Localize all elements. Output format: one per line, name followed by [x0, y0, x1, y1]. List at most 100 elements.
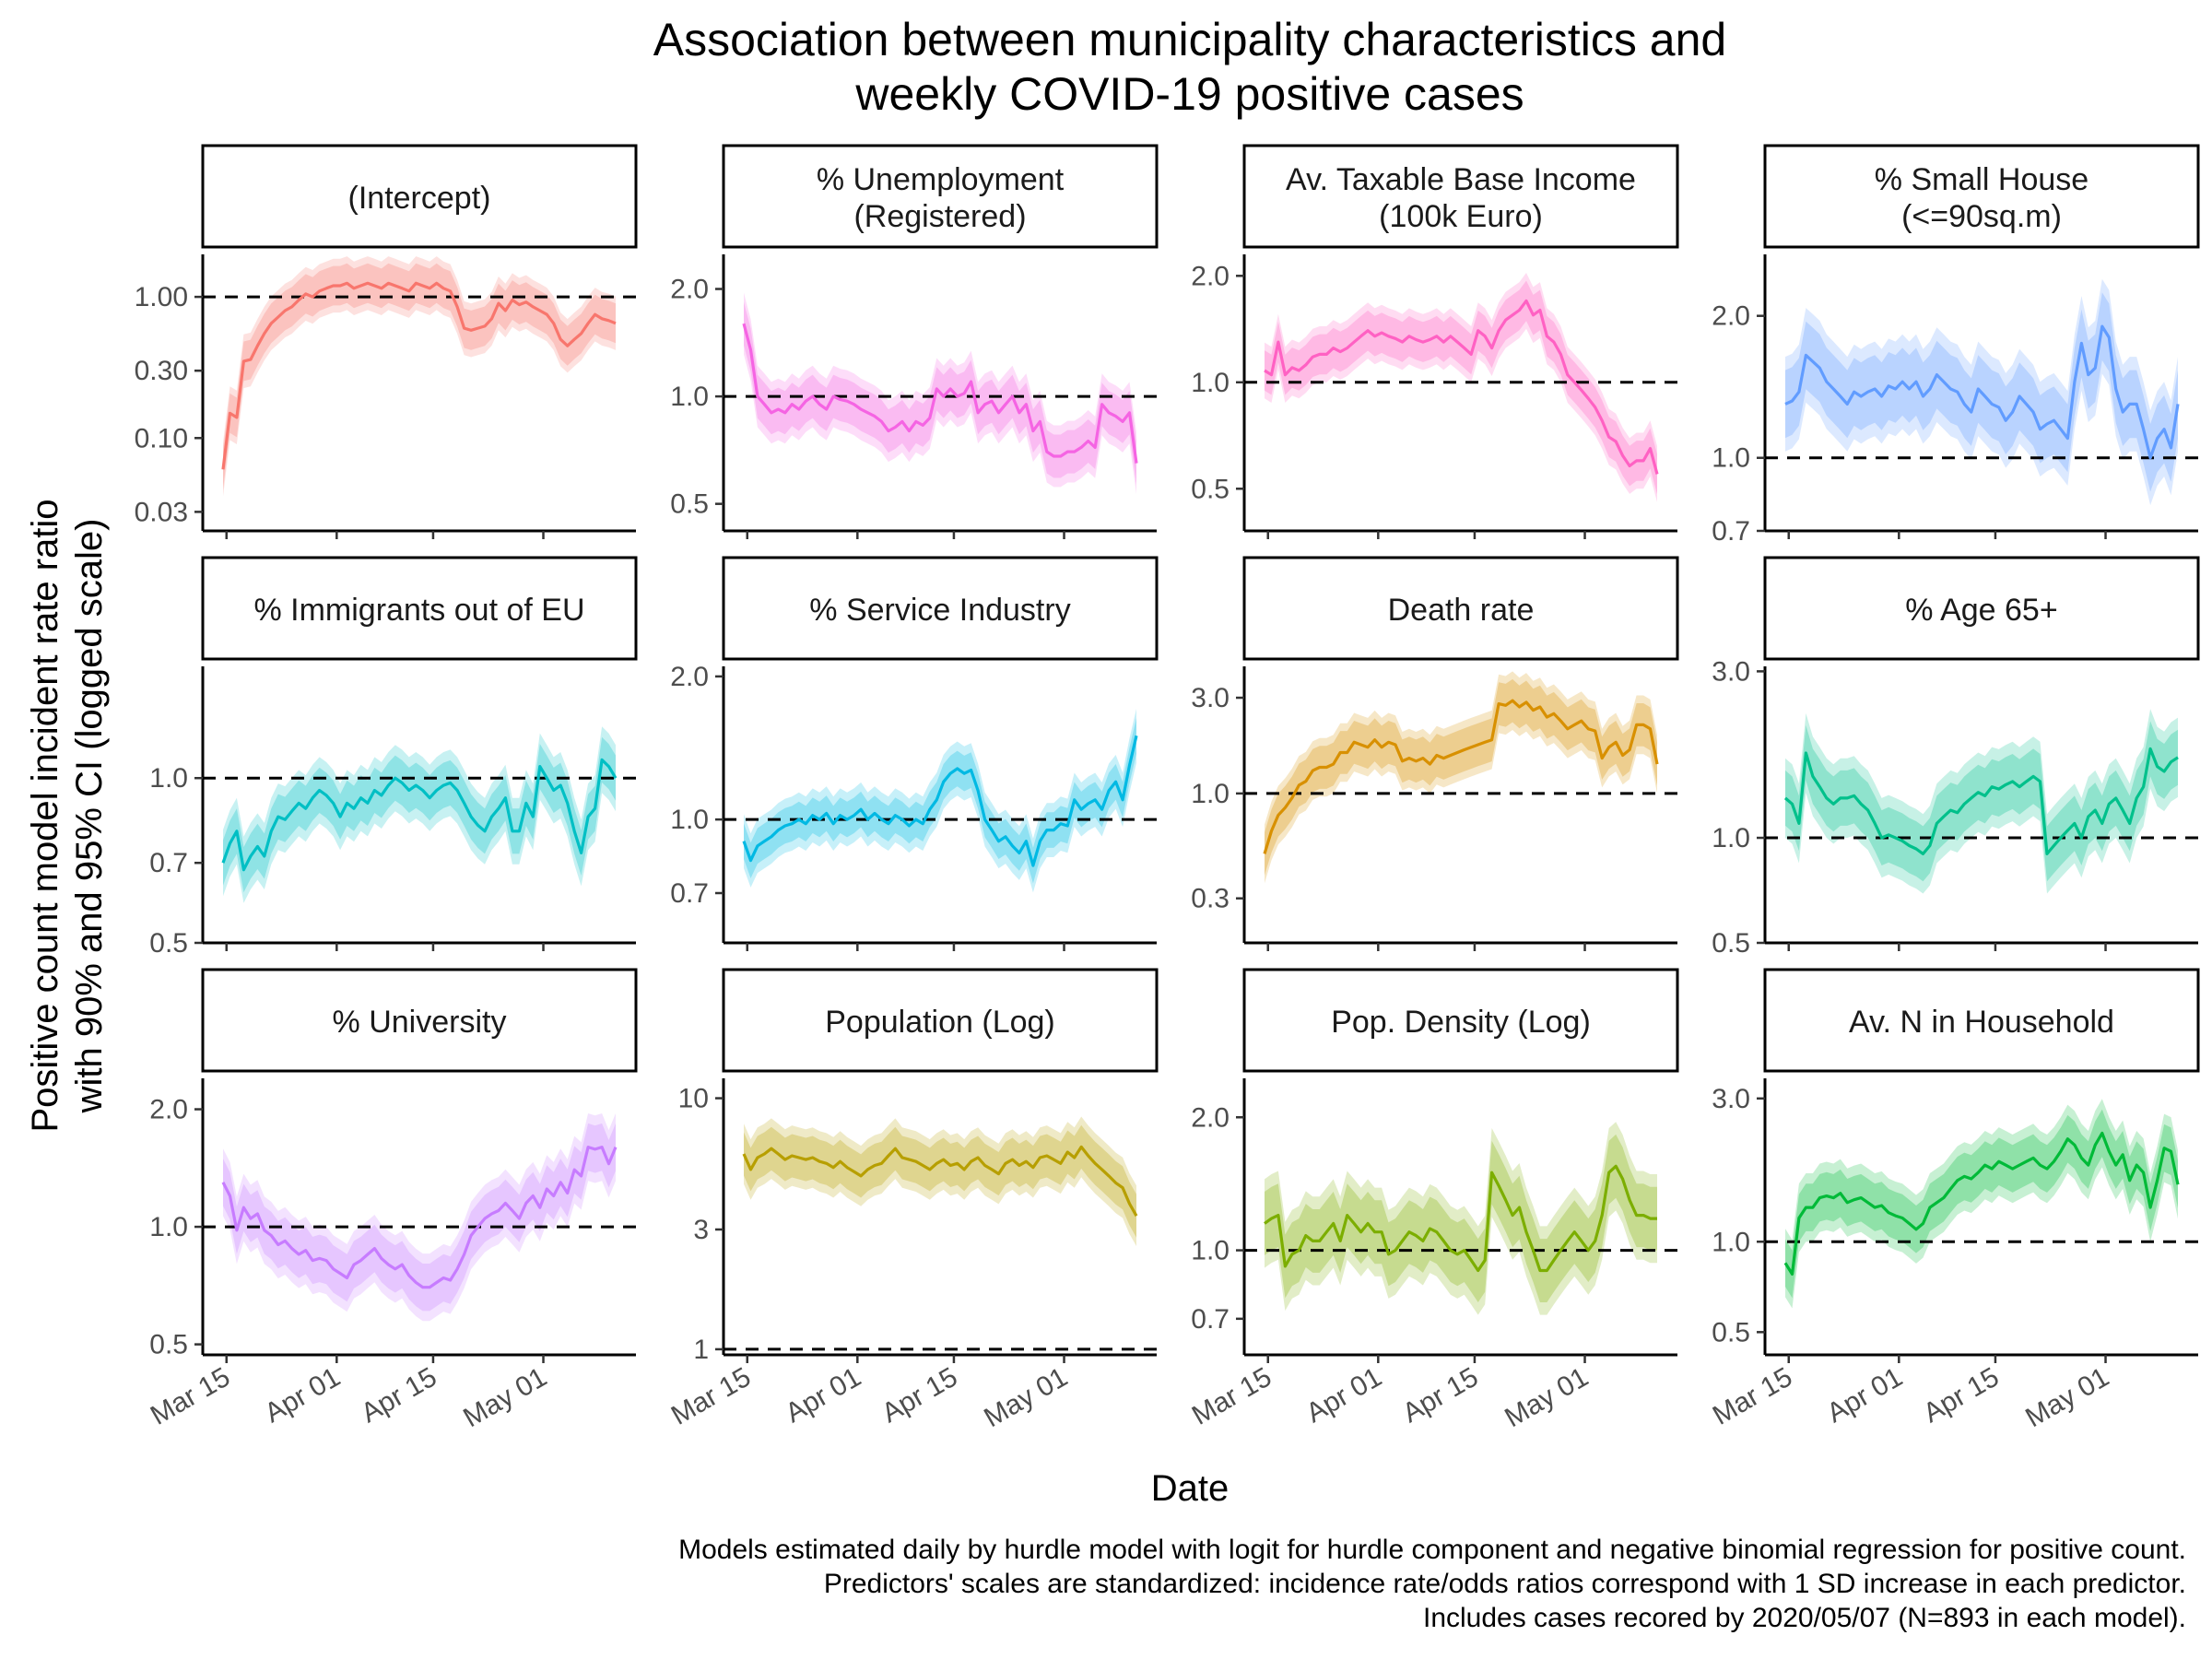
caption-line-3: Includes cases recored by 2020/05/07 (N=… [1423, 1603, 2186, 1633]
y-tick-label: 1.0 [1191, 779, 1230, 809]
y-tick-label: 0.7 [1191, 1304, 1230, 1335]
x-tick-label: May 01 [458, 1361, 552, 1433]
y-axis-title-line-1: Positive count model incident rate ratio [25, 499, 65, 1132]
x-tick-label: Apr 15 [356, 1361, 441, 1429]
y-tick-label: 0.10 [135, 423, 188, 453]
x-tick-label: Apr 01 [781, 1361, 866, 1429]
y-tick-label: 0.5 [149, 928, 188, 959]
strip-box [201, 968, 638, 1073]
strip-box [1763, 556, 2200, 661]
strip-box [201, 144, 638, 249]
y-tick-label: 2.0 [1191, 261, 1230, 291]
ci90-band [1265, 1134, 1657, 1302]
y-tick-label: 0.5 [1712, 928, 1750, 959]
panel-av-n-in-household: Av. N in Household 0.5 1.0 3.0 Mar 15 Apr 01 A… [1708, 968, 2200, 1433]
panel-title: (Intercept) [348, 181, 491, 216]
y-tick-label: 1.0 [1712, 823, 1750, 853]
y-tick-label: 1.0 [149, 1212, 188, 1242]
panel-title: % Unemployment (Registered) [817, 162, 1065, 234]
panel-university: % University 0.5 1.0 2.0 Mar 15 Apr 01 Apr 15 M… [146, 968, 638, 1433]
panel-title: % Service Industry [809, 593, 1070, 628]
figure-title-line-2: weekly COVID-19 positive cases [854, 68, 1524, 120]
x-tick-label: May 01 [2020, 1361, 2114, 1433]
strip-box [722, 968, 1159, 1073]
y-tick-label: 2.0 [1712, 301, 1750, 332]
panel-service-industry: % Service Industry 0.7 1.0 2.0 [670, 556, 1159, 951]
strip-box [1763, 968, 2200, 1073]
y-tick-label: 0.30 [135, 356, 188, 386]
y-tick-label: 1.0 [1712, 443, 1750, 474]
y-tick-label: 0.5 [1191, 474, 1230, 504]
ci90-band [1785, 721, 2178, 882]
ci95-band [1265, 273, 1657, 502]
panel-title: Av. N in Household [1849, 1005, 2114, 1040]
y-tick-label: 2.0 [149, 1095, 188, 1125]
strip-box [1763, 144, 2200, 249]
strip-box [722, 556, 1159, 661]
y-tick-label: 3.0 [1712, 1084, 1750, 1114]
y-tick-label: 3.0 [1191, 683, 1230, 713]
ci95-band [744, 1116, 1136, 1246]
strip-box [1242, 556, 1679, 661]
panel-pop-density-log: Pop. Density (Log) 0.7 1.0 2.0 Mar 15 Apr 01 A… [1187, 968, 1679, 1433]
panel-age-65: % Age 65+ 0.5 1.0 3.0 [1712, 556, 2200, 959]
estimate-line [1783, 747, 2179, 855]
panel-title: % Immigrants out of EU [253, 593, 584, 628]
panel-immigrants-out-of-eu: % Immigrants out of EU 0.5 0.7 1.0 [149, 556, 638, 959]
y-tick-label: 0.7 [670, 878, 709, 909]
estimate-line [1783, 1131, 2180, 1276]
estimate-line [742, 735, 1138, 867]
y-tick-label: 1.0 [670, 382, 709, 412]
x-tick-label: May 01 [1500, 1361, 1594, 1433]
ci90-band [223, 736, 616, 893]
panel-grid: (Intercept) 0.03 0.10 0.30 1.00 % Unemploymen… [135, 144, 2200, 1433]
x-tick-label: Mar 15 [1708, 1361, 1797, 1430]
y-tick-label: 1.0 [1191, 1236, 1230, 1266]
panel-intercept: (Intercept) 0.03 0.10 0.30 1.00 [135, 144, 638, 539]
ci95-band [223, 726, 616, 903]
ci95-band [1785, 1099, 2178, 1309]
x-tick-label: Mar 15 [666, 1361, 756, 1430]
panel-title: % Age 65+ [1905, 593, 2057, 628]
estimate-line [221, 1146, 618, 1289]
y-tick-label: 2.0 [1191, 1102, 1230, 1133]
panel-title: Pop. Density (Log) [1331, 1005, 1591, 1040]
ci90-band [744, 1124, 1136, 1238]
panel-population-log: Population (Log) 1 3 10 Mar 15 Apr 01 Apr 15 Ma… [666, 968, 1159, 1433]
ci95-band [223, 256, 616, 497]
y-tick-label: 1.0 [1712, 1227, 1750, 1257]
y-tick-label: 1 [693, 1335, 709, 1365]
ci95-band [1785, 709, 2178, 894]
y-tick-label: 1.0 [670, 805, 709, 835]
panel-title: Population (Log) [825, 1005, 1055, 1040]
y-tick-label: 3.0 [1712, 656, 1750, 687]
ci90-band [1265, 678, 1657, 876]
y-tick-label: 1.0 [1191, 368, 1230, 398]
y-tick-label: 0.7 [149, 848, 188, 878]
strip-box [1242, 968, 1679, 1073]
y-tick-label: 10 [678, 1084, 709, 1114]
x-tick-label: Apr 01 [1301, 1361, 1387, 1429]
estimate-line [1263, 699, 1659, 854]
strip-box [201, 556, 638, 661]
panel-unemployment-registered: % Unemployment (Registered) 0.5 1.0 2.0 [670, 144, 1159, 539]
x-tick-label: Apr 01 [1822, 1361, 1908, 1429]
panel-death-rate: Death rate 0.3 1.0 3.0 [1191, 556, 1679, 951]
strip-box [1242, 144, 1679, 249]
panel-title: Av. Taxable Base Income (100k Euro) [1286, 162, 1636, 234]
estimate-line [1784, 324, 2180, 460]
panel-av-taxable-base-income-100k-euro: Av. Taxable Base Income (100k Euro) 0.5 1.0… [1191, 144, 1679, 539]
y-tick-label: 0.5 [1712, 1317, 1750, 1347]
ci95-band [1265, 671, 1657, 884]
y-tick-label: 0.3 [1191, 884, 1230, 914]
ci95-band [1265, 1122, 1657, 1315]
estimate-line [1264, 299, 1659, 475]
x-axis-title: Date [1151, 1468, 1230, 1509]
y-tick-label: 2.0 [670, 662, 709, 692]
panel-title: % University [333, 1005, 507, 1040]
y-tick-label: 0.03 [135, 497, 188, 527]
y-tick-label: 1.00 [135, 282, 188, 312]
panel-title: Death rate [1388, 593, 1535, 628]
y-tick-label: 3 [693, 1215, 709, 1245]
